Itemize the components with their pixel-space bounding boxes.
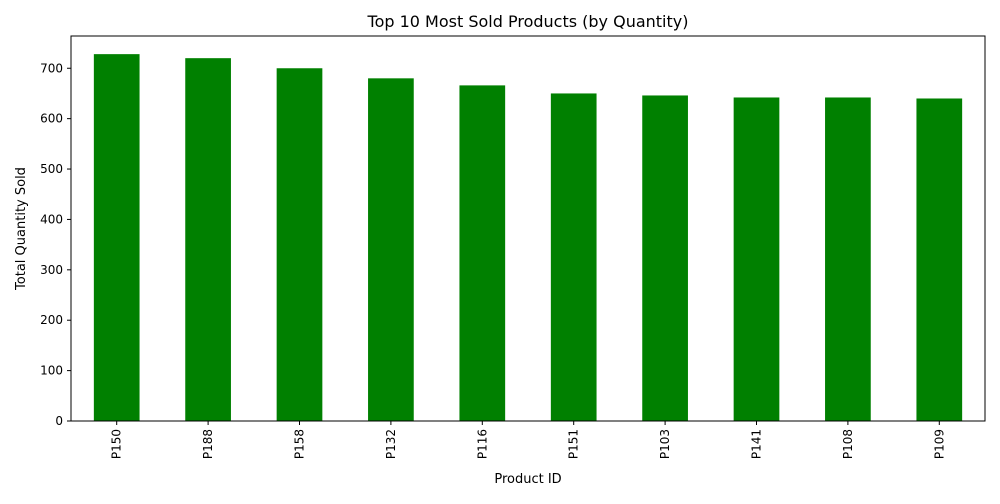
x-axis: P150 P188 P158 P132 P116 P151 P103 P141 P108 P109 <box>110 421 946 459</box>
x-tick-label: P108 <box>841 429 855 459</box>
y-tick-label: 100 <box>40 364 63 378</box>
x-tick-label: P141 <box>750 429 764 459</box>
x-tick-label: P116 <box>475 429 489 459</box>
bars-layer <box>93 54 963 422</box>
bar-p158 <box>276 68 323 421</box>
x-tick-label: P158 <box>293 429 307 459</box>
y-tick-label: 400 <box>40 212 63 226</box>
x-axis-label: Product ID <box>494 472 561 487</box>
x-tick-label: P151 <box>567 429 581 459</box>
y-tick-label: 0 <box>55 414 63 428</box>
y-tick-label: 700 <box>40 61 63 75</box>
bar-p116 <box>459 85 506 421</box>
y-tick-label: 600 <box>40 112 63 126</box>
y-tick-label: 300 <box>40 263 63 277</box>
bar-p141 <box>733 97 780 421</box>
x-tick-label: P188 <box>201 429 215 459</box>
bar-p109 <box>916 98 963 422</box>
bar-p103 <box>642 95 688 422</box>
x-tick-label: P103 <box>658 429 672 459</box>
bar-p108 <box>825 97 871 421</box>
bar-p151 <box>550 93 597 421</box>
y-tick-label: 500 <box>40 162 63 176</box>
y-axis: 0 100 200 300 400 500 600 700 <box>40 61 71 428</box>
x-tick-label: P132 <box>384 429 398 459</box>
y-axis-label: Total Quantity Sold <box>14 167 29 291</box>
y-tick-label: 200 <box>40 313 63 327</box>
plot-frame <box>70 35 986 422</box>
chart-title: Top 10 Most Sold Products (by Quantity) <box>367 12 689 31</box>
bar-p132 <box>368 78 414 421</box>
bar-p188 <box>185 58 231 422</box>
bar-p150 <box>93 54 140 421</box>
x-tick-label: P109 <box>932 429 946 459</box>
x-tick-label: P150 <box>110 429 124 459</box>
